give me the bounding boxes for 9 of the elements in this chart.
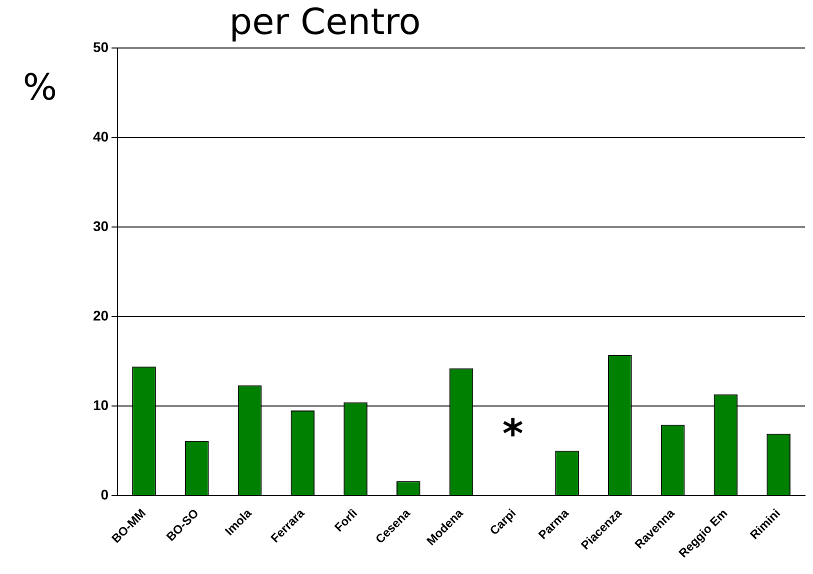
y-tick-label: 0 — [100, 486, 109, 502]
annotation: * — [502, 412, 524, 458]
y-tick-label: 30 — [92, 218, 109, 234]
y-tick-label: 20 — [92, 307, 109, 324]
y-axis-title: % — [22, 67, 58, 108]
y-tick-label: 40 — [92, 128, 109, 144]
y-tick-label: 10 — [92, 396, 109, 413]
chart-title: per Centro — [229, 2, 421, 43]
y-tick-label: 50 — [92, 38, 109, 55]
